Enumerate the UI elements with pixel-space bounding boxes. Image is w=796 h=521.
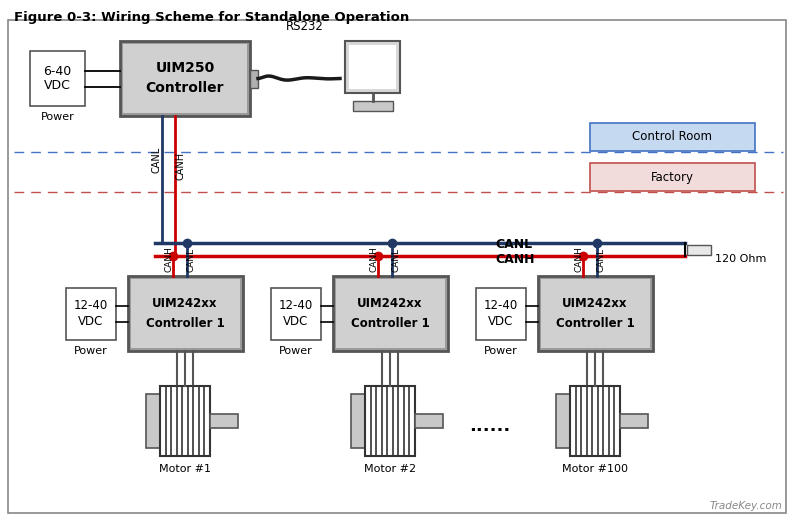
FancyBboxPatch shape [8,20,786,513]
FancyBboxPatch shape [570,386,620,456]
FancyBboxPatch shape [131,279,240,348]
Text: Power: Power [73,345,107,355]
Text: Factory: Factory [651,170,694,183]
FancyBboxPatch shape [123,44,247,113]
Text: VDC: VDC [78,315,103,328]
Text: Control Room: Control Room [633,130,712,143]
FancyBboxPatch shape [620,414,648,428]
FancyBboxPatch shape [345,41,400,93]
FancyBboxPatch shape [335,279,444,348]
Text: 120 Ohm: 120 Ohm [715,254,767,264]
Text: CANH: CANH [575,246,583,272]
Text: TradeKey.com: TradeKey.com [709,501,782,511]
FancyBboxPatch shape [65,288,115,340]
FancyBboxPatch shape [687,244,711,254]
Text: CANL: CANL [186,247,196,271]
Text: Controller 1: Controller 1 [556,317,634,330]
Text: 12-40: 12-40 [483,299,517,312]
FancyBboxPatch shape [537,276,653,351]
FancyBboxPatch shape [30,51,85,106]
FancyBboxPatch shape [590,163,755,191]
Text: UIM242xx: UIM242xx [152,297,218,310]
Text: Motor #2: Motor #2 [364,464,416,474]
FancyBboxPatch shape [540,279,650,348]
FancyBboxPatch shape [333,276,447,351]
FancyBboxPatch shape [127,276,243,351]
Text: Power: Power [41,112,74,122]
Text: VDC: VDC [44,79,71,92]
FancyBboxPatch shape [250,69,258,88]
Text: CANH: CANH [175,152,185,180]
Text: Controller 1: Controller 1 [146,317,224,330]
Text: UIM250: UIM250 [155,61,215,76]
Text: Motor #1: Motor #1 [159,464,211,474]
Text: CANL: CANL [152,146,162,172]
Text: Power: Power [484,345,517,355]
FancyBboxPatch shape [349,45,396,89]
Text: VDC: VDC [283,315,308,328]
Text: Power: Power [279,345,312,355]
FancyBboxPatch shape [146,394,160,448]
Text: CANH: CANH [369,246,379,272]
Text: UIM242xx: UIM242xx [562,297,628,310]
Text: Motor #100: Motor #100 [562,464,628,474]
Text: CANL: CANL [495,238,532,251]
FancyBboxPatch shape [351,394,365,448]
Text: 6-40: 6-40 [43,65,72,78]
FancyBboxPatch shape [160,386,210,456]
Text: UIM242xx: UIM242xx [357,297,423,310]
FancyBboxPatch shape [365,386,415,456]
FancyBboxPatch shape [556,394,570,448]
FancyBboxPatch shape [590,123,755,151]
FancyBboxPatch shape [475,288,525,340]
Text: 12-40: 12-40 [73,299,107,312]
FancyBboxPatch shape [415,414,443,428]
Text: CANH: CANH [495,253,534,266]
FancyBboxPatch shape [271,288,321,340]
Text: Controller: Controller [146,81,224,95]
Text: RS232: RS232 [286,20,324,33]
Text: 12-40: 12-40 [279,299,313,312]
FancyBboxPatch shape [353,101,392,111]
Text: VDC: VDC [488,315,513,328]
Text: CANL: CANL [392,247,400,271]
FancyBboxPatch shape [120,41,250,116]
Text: CANH: CANH [165,246,174,272]
Text: CANL: CANL [596,247,606,271]
Text: Controller 1: Controller 1 [350,317,429,330]
FancyBboxPatch shape [210,414,238,428]
Text: Figure 0-3: Wiring Scheme for Standalone Operation: Figure 0-3: Wiring Scheme for Standalone… [14,11,409,24]
Text: ......: ...... [470,417,510,435]
